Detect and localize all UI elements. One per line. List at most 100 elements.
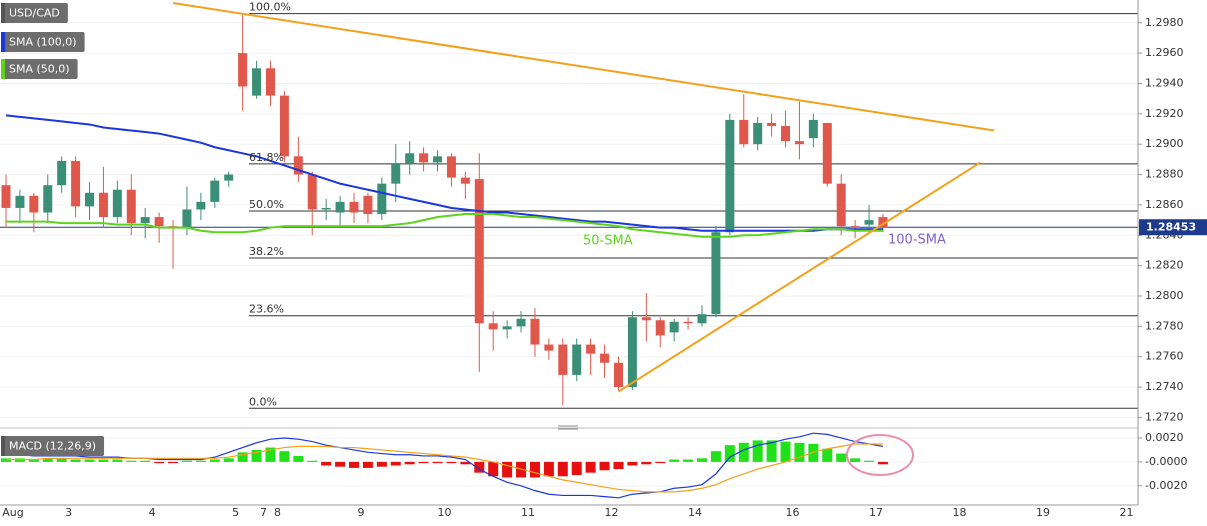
- last-price-label: 1.28453: [1146, 221, 1196, 234]
- histogram-bar: [168, 461, 179, 464]
- histogram-bar: [209, 459, 220, 462]
- histogram-bar: [223, 458, 234, 462]
- y-tick-label: -0.0000: [1145, 455, 1187, 468]
- candle-body: [433, 156, 443, 163]
- candle-body: [572, 344, 582, 375]
- histogram-bar: [349, 461, 359, 468]
- histogram-bar: [321, 461, 332, 466]
- x-tick-label: 16: [785, 506, 799, 519]
- candle-body: [516, 318, 526, 327]
- x-tick-label: 11: [521, 506, 535, 519]
- candle-body: [85, 192, 95, 207]
- candle-body: [210, 180, 220, 202]
- legend-box: [1, 436, 105, 456]
- x-tick-label: 7: [260, 506, 267, 519]
- candle-body: [196, 201, 206, 210]
- x-tick-label: 5: [232, 506, 239, 519]
- fib-label: 61.8%: [249, 151, 284, 164]
- annotation: 50-SMA: [583, 234, 633, 249]
- candle-body: [349, 201, 359, 213]
- histogram-bar: [488, 461, 499, 477]
- histogram-bar: [877, 461, 888, 465]
- candle-body: [530, 318, 540, 345]
- histogram-bar: [293, 455, 304, 462]
- histogram-bar: [766, 440, 777, 462]
- y-tick-label: -0.0020: [1145, 479, 1187, 492]
- candle-body: [641, 317, 651, 321]
- candle-body: [767, 122, 777, 126]
- grid-layer: [0, 13, 1142, 487]
- candle-body: [697, 314, 707, 324]
- candle-body: [252, 68, 262, 96]
- histogram-bar: [627, 461, 638, 466]
- fib-label: 0.0%: [249, 395, 277, 408]
- candle-body: [29, 195, 39, 213]
- histogram-bar: [613, 461, 624, 470]
- histogram-bar: [56, 458, 67, 462]
- y-tick-label: 1.2760: [1145, 350, 1184, 363]
- candle-body: [627, 317, 637, 388]
- histogram-bar: [42, 458, 53, 462]
- fib-label: 50.0%: [249, 198, 284, 211]
- fib-label: 23.6%: [249, 303, 284, 316]
- histogram-bar: [390, 461, 401, 466]
- candle-body: [224, 174, 234, 181]
- histogram-bar: [864, 460, 875, 462]
- fib-label: 100.0%: [249, 1, 291, 14]
- y-tick-label: 1.2720: [1145, 410, 1184, 423]
- histogram-bar: [307, 460, 318, 462]
- legend-swatch: [1, 32, 5, 52]
- histogram-bar: [724, 445, 735, 462]
- histogram-bar: [683, 459, 694, 462]
- candle-body: [57, 160, 67, 186]
- candle-body: [586, 344, 596, 354]
- y-tick-label: 1.2880: [1145, 168, 1184, 181]
- histogram-bar: [738, 442, 749, 462]
- histogram-bar: [279, 451, 290, 462]
- x-tick-label: 3: [65, 506, 72, 519]
- candle-body: [405, 153, 415, 164]
- candle-body: [293, 156, 303, 175]
- candle-body: [669, 321, 679, 333]
- y-tick-label: 1.2900: [1145, 137, 1184, 150]
- legend-swatch: [1, 59, 5, 79]
- candle-body: [279, 95, 289, 157]
- histogram-bar: [474, 461, 485, 473]
- candle-body: [446, 156, 456, 178]
- x-tick-label: 8: [274, 506, 281, 519]
- x-tick-label: 18: [953, 506, 967, 519]
- candle-body: [112, 189, 122, 218]
- marks-layer: [1, 2, 995, 499]
- y-tick-label: 1.2820: [1145, 259, 1184, 272]
- candle-body: [182, 209, 192, 228]
- candle-body: [391, 163, 401, 184]
- legend-item: MACD (12,26,9): [1, 436, 105, 456]
- candle-body: [683, 321, 693, 324]
- y-tick-label: 1.2800: [1145, 289, 1184, 302]
- y-tick-label: 1.2920: [1145, 107, 1184, 120]
- candle-body: [655, 320, 665, 336]
- y-tick-label: 0.0020: [1145, 431, 1184, 444]
- sma-line: [6, 213, 883, 238]
- histogram-bar: [28, 459, 39, 462]
- candle-body: [711, 232, 721, 315]
- candle-body: [613, 362, 623, 388]
- histogram-bar: [850, 458, 861, 462]
- candle-body: [335, 201, 345, 213]
- histogram-bar: [181, 460, 192, 462]
- candle-body: [363, 195, 373, 215]
- histogram-bar: [460, 461, 471, 465]
- candle-body: [502, 326, 512, 330]
- candle-body: [725, 119, 735, 233]
- histogram-bar: [237, 452, 248, 462]
- legend-swatch: [1, 436, 5, 456]
- candle-body: [419, 153, 429, 163]
- histogram-bar: [1, 458, 11, 462]
- legend-item: SMA (50,0): [1, 59, 78, 79]
- histogram-bar: [822, 448, 833, 462]
- histogram-bar: [154, 461, 165, 464]
- candle-body: [488, 323, 498, 330]
- histogram-bar: [557, 461, 568, 477]
